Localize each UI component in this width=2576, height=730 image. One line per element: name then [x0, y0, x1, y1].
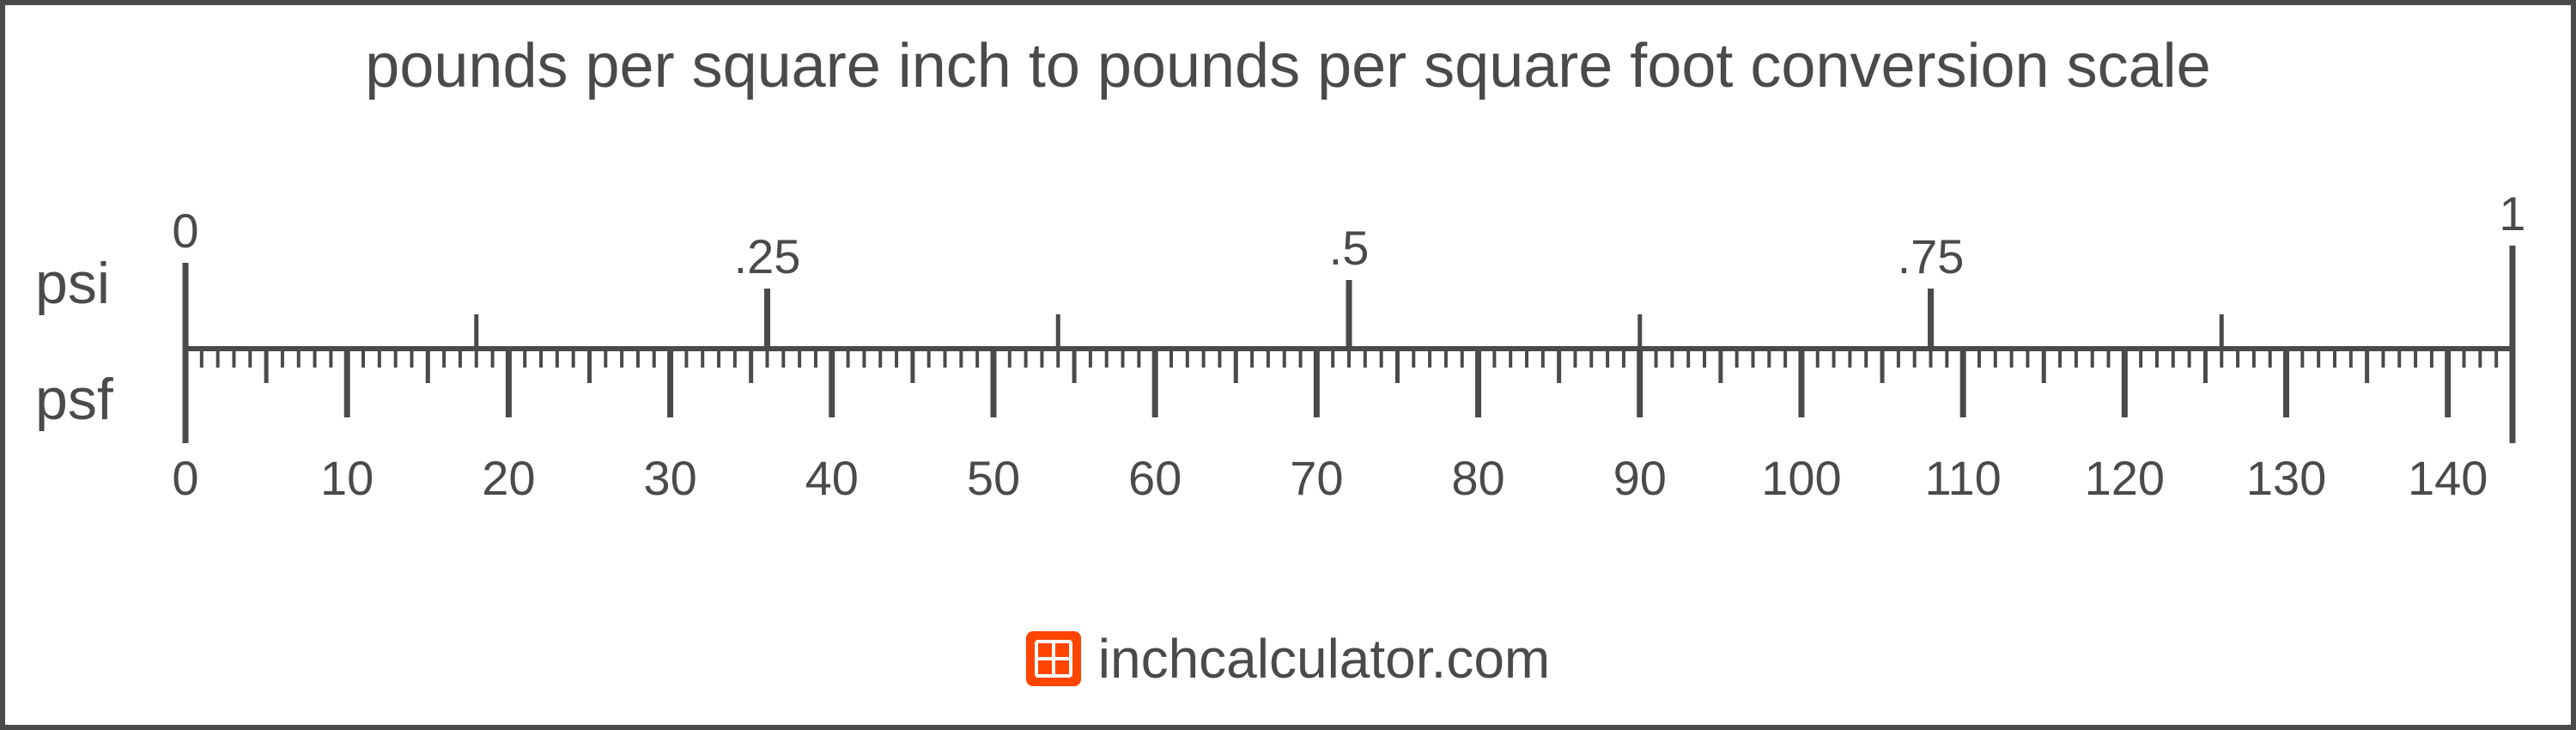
conversion-scale-container: pounds per square inch to pounds per squ… — [0, 0, 2576, 730]
svg-text:90: 90 — [1613, 451, 1667, 505]
svg-text:10: 10 — [320, 451, 374, 505]
svg-text:110: 110 — [1924, 451, 2001, 505]
svg-text:1: 1 — [2499, 186, 2525, 240]
svg-text:.25: .25 — [734, 229, 801, 283]
calculator-icon — [1026, 631, 1081, 686]
svg-text:120: 120 — [2085, 451, 2165, 505]
svg-text:50: 50 — [967, 451, 1020, 505]
footer-text: inchcalculator.com — [1098, 628, 1550, 690]
footer: inchcalculator.com — [5, 623, 2571, 690]
ruler-svg: 0 10 20 30 40 50 60 70 80 90 100 110 120 130 140 0 .25 .5… — [5, 177, 2576, 538]
title: pounds per square inch to pounds per squ… — [5, 5, 2571, 101]
svg-text:20: 20 — [482, 451, 535, 505]
scale-area: psi psf 01020304050607080901001101201301… — [5, 177, 2571, 538]
svg-text:100: 100 — [1761, 451, 1841, 505]
svg-text:60: 60 — [1128, 451, 1182, 505]
svg-text:.5: .5 — [1329, 221, 1370, 275]
svg-text:80: 80 — [1451, 451, 1504, 505]
svg-text:130: 130 — [2246, 451, 2326, 505]
svg-text:40: 40 — [805, 451, 859, 505]
svg-text:.75: .75 — [1898, 229, 1965, 283]
svg-text:30: 30 — [643, 451, 696, 505]
svg-text:0: 0 — [172, 204, 198, 258]
svg-text:0: 0 — [172, 451, 198, 505]
svg-text:140: 140 — [2408, 451, 2488, 505]
svg-text:70: 70 — [1290, 451, 1343, 505]
